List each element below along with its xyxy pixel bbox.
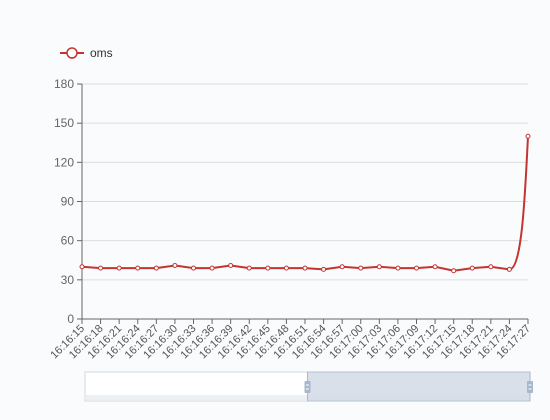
y-tick-label: 30 [61, 273, 75, 287]
zoom-handle-right[interactable] [527, 372, 533, 401]
y-tick-label: 180 [54, 77, 74, 91]
data-point[interactable] [469, 265, 475, 271]
data-point[interactable] [432, 264, 438, 270]
data-point[interactable] [506, 266, 512, 272]
data-point[interactable] [209, 265, 215, 271]
y-tick-label: 120 [54, 155, 74, 169]
data-point[interactable] [321, 266, 327, 272]
data-point[interactable] [172, 262, 178, 268]
data-point[interactable] [395, 265, 401, 271]
data-point[interactable] [302, 265, 308, 271]
data-point[interactable] [488, 264, 494, 270]
series-oms [79, 133, 531, 274]
data-point[interactable] [376, 264, 382, 270]
data-point[interactable] [414, 265, 419, 271]
data-point[interactable] [246, 265, 252, 271]
x-axis: 16:16:1516:16:1816:16:2116:16:2416:16:27… [48, 318, 533, 361]
y-tick-label: 60 [61, 234, 75, 248]
zoom-handle-grip-icon[interactable] [527, 381, 533, 393]
data-zoom-slider[interactable] [84, 371, 533, 402]
zoom-handle-left[interactable] [304, 372, 311, 401]
legend[interactable]: oms [60, 46, 113, 60]
data-point[interactable] [358, 265, 364, 271]
zoom-window[interactable] [307, 371, 531, 402]
data-point[interactable] [135, 265, 141, 271]
data-point[interactable] [339, 264, 345, 270]
legend-label: oms [90, 46, 113, 60]
data-point[interactable] [191, 265, 196, 271]
legend-marker-icon [66, 47, 78, 59]
data-point[interactable] [451, 268, 457, 274]
grid-lines [82, 83, 528, 281]
zoom-handle-grip-icon[interactable] [304, 381, 311, 393]
y-axis: 0 30 60 90 120 150 180 [54, 77, 83, 326]
data-point[interactable] [116, 265, 122, 271]
y-tick-label: 90 [61, 195, 75, 209]
data-point[interactable] [79, 264, 85, 270]
series-line [81, 136, 529, 272]
data-point[interactable] [265, 265, 271, 271]
y-tick-label: 150 [54, 116, 74, 130]
data-point[interactable] [283, 265, 289, 271]
data-point[interactable] [525, 133, 531, 139]
data-point[interactable] [98, 265, 104, 271]
data-point[interactable] [153, 265, 159, 271]
y-tick-label: 0 [67, 312, 74, 326]
data-point[interactable] [228, 262, 234, 268]
